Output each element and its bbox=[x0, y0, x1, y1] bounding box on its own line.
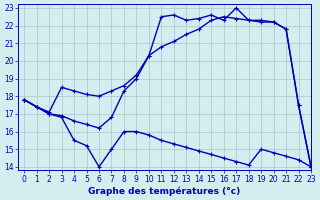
X-axis label: Graphe des températures (°c): Graphe des températures (°c) bbox=[88, 186, 241, 196]
